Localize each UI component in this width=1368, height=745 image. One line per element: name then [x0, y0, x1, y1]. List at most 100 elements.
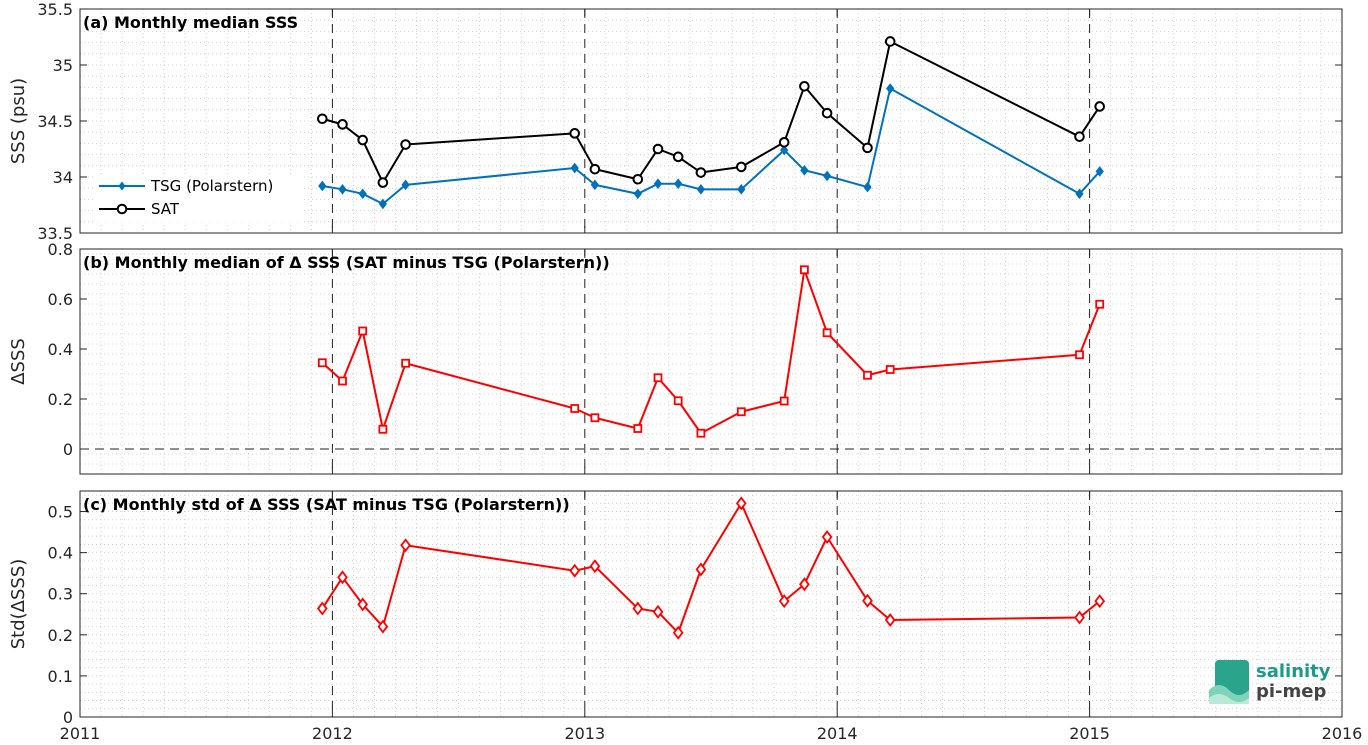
data-point — [1075, 188, 1084, 200]
panel-title: (c) Monthly std of Δ SSS (SAT minus TSG … — [83, 495, 570, 514]
data-point — [633, 424, 643, 433]
data-point — [672, 625, 684, 640]
data-point — [377, 177, 389, 188]
data-point — [632, 173, 644, 185]
legend-label: TSG (Polarstern) — [150, 177, 273, 195]
y-tick-label: 0 — [63, 708, 73, 727]
data-point — [337, 119, 348, 130]
data-point — [400, 538, 411, 553]
data-point — [569, 563, 581, 578]
data-point — [317, 113, 328, 125]
data-point — [884, 36, 896, 47]
legend-marker — [116, 203, 128, 215]
x-tick-label: 2012 — [312, 724, 353, 743]
y-tick-label: 0.2 — [48, 390, 73, 409]
panel-title: (b) Monthly median of Δ SSS (SAT minus T… — [83, 253, 610, 272]
data-point — [1074, 610, 1085, 625]
data-point — [653, 373, 663, 383]
panel-1: 33.5 34 34.5 35 35.5 SSS (psu) (a) Monthly med… — [8, 0, 1343, 243]
data-point — [570, 162, 579, 174]
logo-text-pimep: pi-mep — [1256, 681, 1326, 702]
logo-wave — [1209, 694, 1249, 704]
data-point — [317, 358, 327, 368]
data-point — [885, 365, 895, 374]
data-point — [737, 184, 746, 195]
data-point — [378, 198, 388, 210]
y-tick-label: 0.6 — [48, 290, 73, 309]
y-tick-label: 33.5 — [37, 224, 73, 243]
y-tick-label: 0.1 — [48, 667, 73, 686]
y-tick-label: 34.5 — [37, 112, 73, 131]
data-point — [1094, 101, 1105, 112]
data-point — [652, 604, 664, 619]
x-tick-label: 2016 — [1322, 724, 1363, 743]
data-point — [672, 151, 684, 163]
y-tick-label: 0 — [63, 440, 73, 459]
y-tick-label: 0.2 — [48, 626, 73, 645]
data-point — [1094, 594, 1106, 609]
data-point — [358, 188, 367, 200]
y-axis-label: Std(ΔSSS) — [8, 559, 29, 650]
y-tick-label: 0.4 — [48, 340, 73, 359]
data-point — [735, 161, 747, 173]
data-point — [799, 577, 810, 592]
data-point — [863, 181, 872, 193]
y-tick-label: 35 — [53, 56, 73, 75]
data-point — [822, 328, 832, 338]
data-point — [590, 413, 600, 423]
data-point — [821, 107, 833, 119]
data-point — [673, 396, 683, 406]
data-point — [633, 188, 642, 200]
y-tick-label: 0.8 — [48, 240, 73, 259]
data-point — [695, 562, 707, 577]
data-point — [401, 179, 410, 191]
axes-frame — [79, 248, 1343, 475]
data-point — [318, 180, 327, 192]
legend-label: SAT — [151, 200, 180, 218]
axes-frame — [79, 490, 1343, 718]
data-point — [696, 428, 706, 438]
data-point — [799, 265, 809, 275]
data-point — [735, 496, 747, 511]
x-tick-label: 2013 — [564, 724, 605, 743]
y-tick-label: 34 — [53, 168, 73, 187]
data-point — [401, 358, 410, 368]
data-point — [378, 424, 388, 434]
data-point — [400, 139, 411, 150]
y-tick-label: 35.5 — [37, 0, 73, 19]
panel-2: 0 0.2 0.4 0.6 0.8 ΔSSS (b) Monthly median of Δ… — [8, 240, 1343, 475]
data-point — [589, 559, 601, 574]
series-1 — [318, 83, 1104, 210]
data-point — [1074, 131, 1085, 142]
data-point — [822, 170, 832, 182]
data-point — [338, 184, 347, 195]
data-point — [589, 163, 601, 175]
data-point — [570, 404, 580, 413]
data-point — [884, 613, 896, 628]
series-1 — [317, 265, 1105, 438]
x-tick-label: 2015 — [1069, 724, 1110, 743]
data-point — [338, 376, 347, 386]
legend-box — [94, 174, 304, 222]
series-1 — [316, 496, 1106, 640]
data-point — [377, 619, 389, 634]
data-point — [1075, 350, 1084, 360]
y-axis-label: SSS (psu) — [8, 78, 29, 164]
data-point — [778, 136, 790, 148]
data-point — [886, 83, 895, 94]
data-point — [358, 326, 368, 336]
data-point — [778, 594, 790, 609]
data-point — [590, 179, 600, 191]
x-tick-label: 2014 — [817, 724, 858, 743]
data-point — [652, 143, 664, 155]
y-axis-label: ΔSSS — [8, 338, 29, 385]
data-point — [357, 134, 368, 146]
data-point — [862, 142, 873, 154]
data-point — [736, 407, 746, 417]
data-point — [863, 370, 872, 380]
y-tick-label: 0.4 — [48, 544, 73, 563]
panel-title: (a) Monthly median SSS — [83, 13, 298, 32]
x-tick-label: 2011 — [60, 724, 101, 743]
